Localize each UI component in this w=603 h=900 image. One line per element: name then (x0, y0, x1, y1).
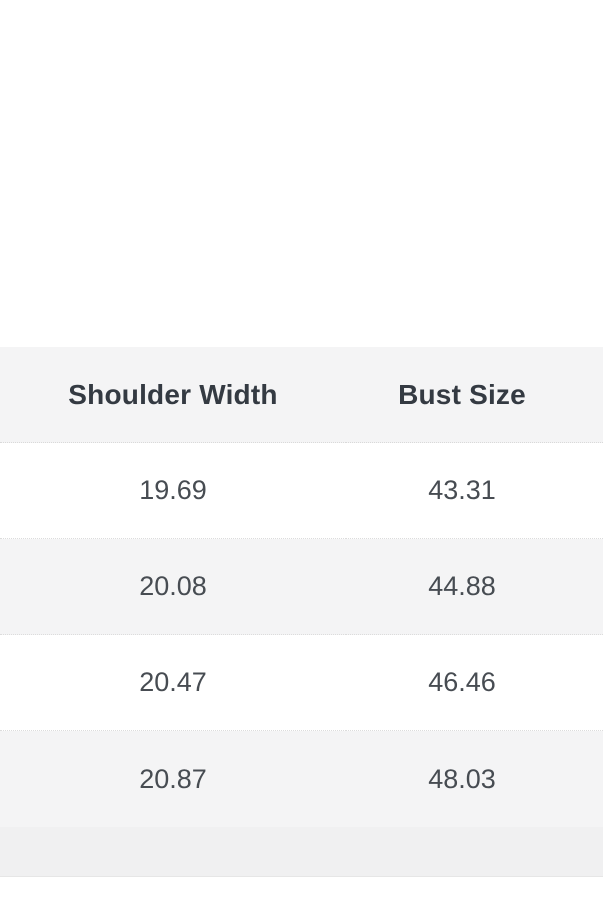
partial-row-cell (0, 827, 603, 877)
column-header-bust-size: Bust Size (346, 347, 603, 443)
partial-next-row (0, 827, 603, 877)
table-row: 19.69 43.31 (0, 443, 603, 539)
table-row: 20.87 48.03 (0, 731, 603, 827)
cell-bust-size: 44.88 (346, 539, 603, 635)
cell-shoulder-width: 20.08 (0, 539, 346, 635)
table-row: 20.08 44.88 (0, 539, 603, 635)
size-chart-table: Shoulder Width Bust Size 19.69 43.31 20.… (0, 347, 603, 877)
cell-shoulder-width: 20.87 (0, 731, 346, 827)
top-whitespace (0, 0, 603, 347)
table-row: 20.47 46.46 (0, 635, 603, 731)
cell-bust-size: 48.03 (346, 731, 603, 827)
cell-shoulder-width: 19.69 (0, 443, 346, 539)
column-header-shoulder-width: Shoulder Width (0, 347, 346, 443)
cell-bust-size: 46.46 (346, 635, 603, 731)
cell-bust-size: 43.31 (346, 443, 603, 539)
table-header-row: Shoulder Width Bust Size (0, 347, 603, 443)
cell-shoulder-width: 20.47 (0, 635, 346, 731)
